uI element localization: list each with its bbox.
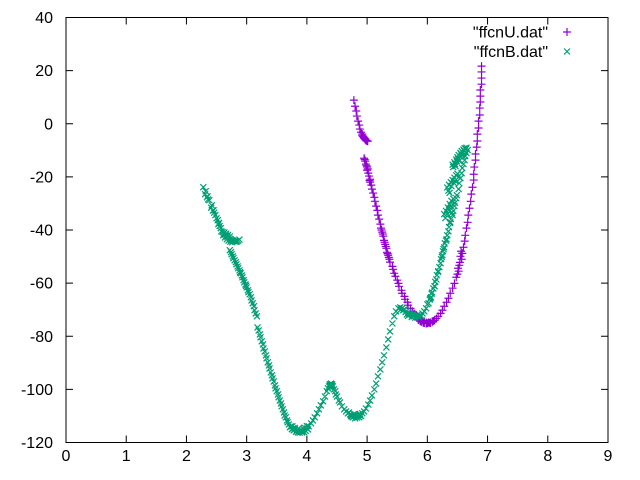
legend-label-ffcnU: "ffcnU.dat" xyxy=(473,25,548,42)
y-tick-label--40: -40 xyxy=(30,223,53,240)
x-tick-label-1: 1 xyxy=(122,448,131,465)
legend-marker-cross xyxy=(563,48,571,55)
legend-label-ffcnB: "ffcnB.dat" xyxy=(474,44,548,61)
y-tick-label--80: -80 xyxy=(30,329,53,346)
axis-ticks xyxy=(65,17,609,443)
y-tick-label--120: -120 xyxy=(21,435,53,452)
x-tick-label-7: 7 xyxy=(483,448,492,465)
legend-marker-plus xyxy=(563,28,571,36)
series-points-ffcnB.dat xyxy=(199,144,472,437)
series-points-ffcnU.dat xyxy=(349,62,486,328)
x-tick-label-2: 2 xyxy=(182,448,191,465)
x-tick-label-3: 3 xyxy=(242,448,251,465)
y-tick-label-0: 0 xyxy=(44,116,53,133)
axes-layer: 0 1 2 3 4 5 6 7 8 9 -120 -100 -80 -60 -40 -20 0 20 40 xyxy=(21,10,613,465)
x-tick-label-8: 8 xyxy=(543,448,552,465)
y-tick-label-20: 20 xyxy=(35,63,53,80)
x-tick-label-5: 5 xyxy=(363,448,372,465)
x-tick-label-9: 9 xyxy=(604,448,613,465)
legend: "ffcnU.dat" "ffcnB.dat" xyxy=(473,25,571,61)
x-tick-label-0: 0 xyxy=(62,448,71,465)
x-tick-label-6: 6 xyxy=(423,448,432,465)
y-tick-label--60: -60 xyxy=(30,276,53,293)
plot-border xyxy=(65,17,609,443)
y-tick-label-40: 40 xyxy=(35,10,53,27)
legend-markers xyxy=(563,28,571,55)
data-points-layer xyxy=(199,62,486,437)
y-tick-label--100: -100 xyxy=(21,382,53,399)
x-tick-label-4: 4 xyxy=(302,448,311,465)
y-tick-label--20: -20 xyxy=(30,169,53,186)
